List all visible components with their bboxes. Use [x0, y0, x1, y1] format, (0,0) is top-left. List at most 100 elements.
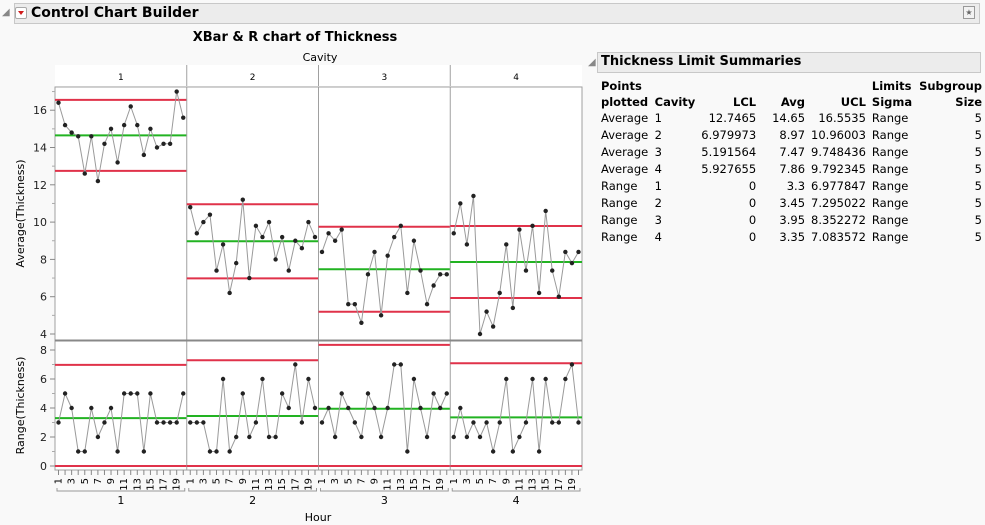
data-point[interactable] [563, 249, 568, 255]
pin-icon[interactable]: ★ [963, 6, 975, 19]
data-point[interactable] [260, 376, 265, 382]
data-point[interactable] [174, 89, 179, 94]
data-point[interactable] [497, 420, 502, 425]
data-point[interactable] [306, 376, 311, 382]
data-point[interactable] [392, 234, 397, 240]
data-point[interactable] [490, 324, 496, 329]
data-point[interactable] [69, 130, 74, 135]
data-point[interactable] [240, 197, 245, 202]
data-point[interactable] [148, 391, 153, 396]
data-point[interactable] [234, 260, 239, 266]
data-point[interactable] [227, 290, 232, 296]
data-point[interactable] [569, 260, 575, 266]
data-point[interactable] [319, 249, 325, 255]
data-point[interactable] [266, 219, 272, 225]
data-point[interactable] [247, 275, 252, 281]
data-point[interactable] [569, 362, 575, 367]
data-point[interactable] [154, 145, 160, 150]
data-point[interactable] [286, 268, 291, 273]
data-point[interactable] [115, 449, 120, 454]
data-point[interactable] [464, 242, 470, 247]
data-point[interactable] [424, 301, 430, 307]
data-point[interactable] [372, 405, 377, 411]
data-point[interactable] [563, 376, 568, 382]
data-point[interactable] [128, 104, 133, 109]
data-point[interactable] [339, 391, 344, 396]
data-point[interactable] [576, 420, 581, 425]
data-point[interactable] [293, 362, 298, 367]
data-point[interactable] [530, 223, 535, 229]
data-point[interactable] [174, 420, 179, 425]
data-point[interactable] [194, 420, 200, 425]
data-point[interactable] [418, 268, 423, 273]
data-point[interactable] [312, 234, 318, 240]
data-point[interactable] [227, 449, 232, 454]
data-point[interactable] [424, 434, 430, 440]
data-point[interactable] [411, 376, 417, 382]
data-point[interactable] [253, 420, 259, 425]
data-point[interactable] [75, 134, 81, 139]
data-point[interactable] [378, 434, 384, 440]
data-point[interactable] [372, 249, 377, 255]
col-cavity[interactable]: Cavity [654, 95, 696, 109]
data-point[interactable] [286, 405, 291, 411]
data-point[interactable] [517, 434, 522, 440]
data-point[interactable] [451, 434, 456, 440]
red-triangle-menu-icon[interactable] [15, 7, 27, 19]
data-point[interactable] [121, 122, 127, 128]
data-point[interactable] [247, 434, 252, 440]
data-point[interactable] [458, 405, 463, 411]
data-point[interactable] [201, 420, 206, 425]
data-point[interactable] [490, 449, 496, 454]
data-point[interactable] [536, 290, 542, 296]
data-point[interactable] [437, 272, 443, 277]
data-point[interactable] [556, 294, 562, 299]
data-point[interactable] [418, 405, 423, 411]
data-point[interactable] [167, 420, 173, 425]
data-point[interactable] [576, 249, 581, 255]
data-point[interactable] [89, 405, 94, 411]
data-point[interactable] [273, 434, 278, 440]
data-point[interactable] [405, 290, 410, 296]
data-point[interactable] [194, 231, 200, 236]
data-point[interactable] [240, 391, 245, 396]
col-subgroup-size[interactable]: Subgroup Size [919, 79, 982, 109]
data-point[interactable] [306, 219, 311, 225]
data-point[interactable] [359, 320, 364, 326]
data-point[interactable] [89, 134, 94, 139]
data-point[interactable] [352, 420, 358, 425]
data-point[interactable] [365, 391, 371, 396]
data-point[interactable] [359, 434, 364, 440]
data-point[interactable] [135, 122, 140, 128]
data-point[interactable] [365, 272, 371, 277]
data-point[interactable] [181, 391, 186, 396]
data-point[interactable] [128, 391, 133, 396]
data-point[interactable] [148, 126, 153, 132]
data-point[interactable] [207, 212, 213, 217]
data-point[interactable] [319, 420, 325, 425]
data-point[interactable] [82, 171, 87, 176]
data-point[interactable] [484, 309, 489, 314]
data-point[interactable] [62, 391, 68, 396]
data-point[interactable] [550, 420, 555, 425]
data-point[interactable] [102, 141, 107, 146]
data-point[interactable] [378, 313, 384, 318]
data-point[interactable] [543, 376, 548, 382]
data-point[interactable] [411, 238, 417, 243]
data-point[interactable] [477, 434, 483, 440]
data-point[interactable] [352, 301, 358, 307]
col-avg[interactable]: Avg [780, 95, 806, 109]
data-point[interactable] [115, 160, 120, 165]
data-point[interactable] [326, 231, 331, 236]
data-point[interactable] [385, 253, 390, 258]
data-point[interactable] [484, 420, 489, 425]
data-point[interactable] [451, 231, 456, 236]
data-point[interactable] [234, 434, 239, 440]
data-point[interactable] [253, 223, 259, 229]
data-point[interactable] [444, 272, 449, 277]
data-point[interactable] [504, 242, 509, 247]
data-point[interactable] [108, 126, 114, 132]
data-point[interactable] [556, 420, 562, 425]
data-point[interactable] [458, 201, 463, 206]
data-point[interactable] [523, 268, 529, 273]
